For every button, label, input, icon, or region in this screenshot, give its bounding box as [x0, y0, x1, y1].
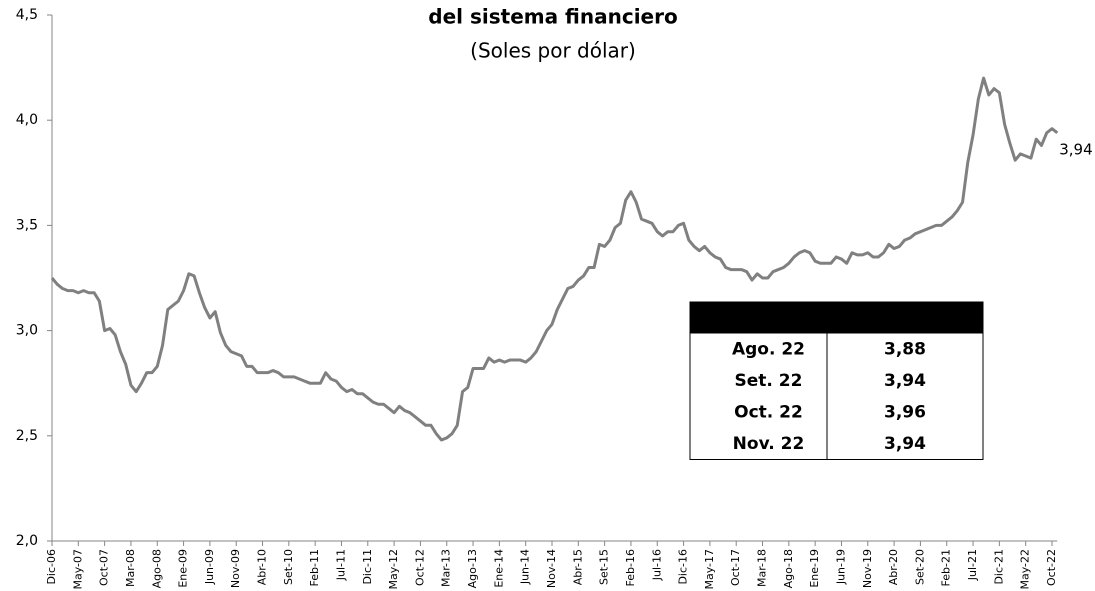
- x-tick-label: Jul-21: [966, 549, 979, 581]
- x-tick-label: Ago-08: [150, 549, 163, 588]
- x-tick-label: Oct-07: [98, 549, 111, 586]
- x-tick-label: Abr-20: [887, 549, 900, 585]
- x-tick-label: Ene-14: [492, 549, 505, 588]
- x-tick-label: Ene-19: [808, 549, 821, 588]
- y-tick-label: 2,5: [16, 428, 38, 444]
- table-header: S/ por USD: [854, 308, 957, 328]
- x-tick-label: Mar-13: [440, 549, 453, 587]
- x-tick-label: Set-20: [913, 549, 926, 585]
- x-tick-label: Feb-16: [624, 549, 637, 586]
- x-tick-label: Ago-18: [782, 549, 795, 588]
- table-value: 3,88: [884, 339, 926, 359]
- x-tick-label: May-12: [387, 549, 400, 590]
- table-label: Set. 22: [735, 371, 803, 391]
- x-tick-label: Ene-09: [177, 549, 190, 588]
- y-tick-label: 4,0: [16, 112, 38, 128]
- x-tick-label: Dic-11: [361, 549, 374, 585]
- x-tick-label: Nov-14: [545, 549, 558, 588]
- x-tick-label: Abr-15: [571, 549, 584, 585]
- table-label: Nov. 22: [733, 434, 805, 454]
- x-tick-label: Mar-08: [124, 549, 137, 587]
- table-header-bg: [690, 302, 983, 334]
- table-label: Oct. 22: [734, 402, 803, 422]
- x-tick-label: May-17: [703, 549, 716, 590]
- table-label: Ago. 22: [732, 339, 805, 359]
- x-tick-label: Set-10: [282, 549, 295, 585]
- x-tick-label: Jun-19: [834, 549, 847, 585]
- x-tick-label: Jun-14: [519, 549, 532, 585]
- x-tick-label: Dic-06: [45, 549, 58, 585]
- y-tick-label: 3,5: [16, 217, 38, 233]
- x-tick-label: Ago-13: [466, 549, 479, 588]
- x-tick-label: Oct-17: [729, 549, 742, 586]
- x-tick-label: Nov-19: [861, 549, 874, 588]
- x-tick-label: Feb-21: [940, 549, 953, 586]
- x-tick-label: Jun-09: [203, 549, 216, 585]
- x-tick-label: Feb-11: [308, 549, 321, 586]
- x-tick-label: Abr-10: [256, 549, 269, 585]
- x-tick-label: Dic-21: [992, 549, 1005, 585]
- chart-title: del sistema financiero: [428, 5, 677, 29]
- y-tick-label: 3,0: [16, 323, 38, 339]
- x-tick-label: Oct-22: [1045, 549, 1058, 586]
- x-tick-label: Set-15: [598, 549, 611, 585]
- x-tick-label: May-07: [71, 549, 84, 590]
- table-border: [689, 301, 984, 460]
- x-tick-label: Jul-16: [650, 549, 663, 581]
- y-tick-label: 2,0: [16, 533, 38, 549]
- x-tick-label: Dic-16: [677, 549, 690, 585]
- x-tick-label: Oct-12: [413, 549, 426, 586]
- x-tick-label: Mar-18: [756, 549, 769, 587]
- series-line: [50, 76, 1059, 442]
- end-label: 3,94: [1059, 140, 1092, 158]
- x-tick-label: May-22: [1019, 549, 1032, 590]
- x-tick-label: Jul-11: [334, 549, 347, 581]
- table-value: 3,94: [884, 371, 926, 391]
- x-tick-label: Nov-09: [229, 549, 242, 588]
- table-value: 3,94: [884, 434, 926, 454]
- y-tick-label: 4,5: [16, 7, 38, 23]
- table-value: 3,96: [884, 402, 926, 422]
- chart-subtitle: (Soles por dólar): [470, 39, 636, 63]
